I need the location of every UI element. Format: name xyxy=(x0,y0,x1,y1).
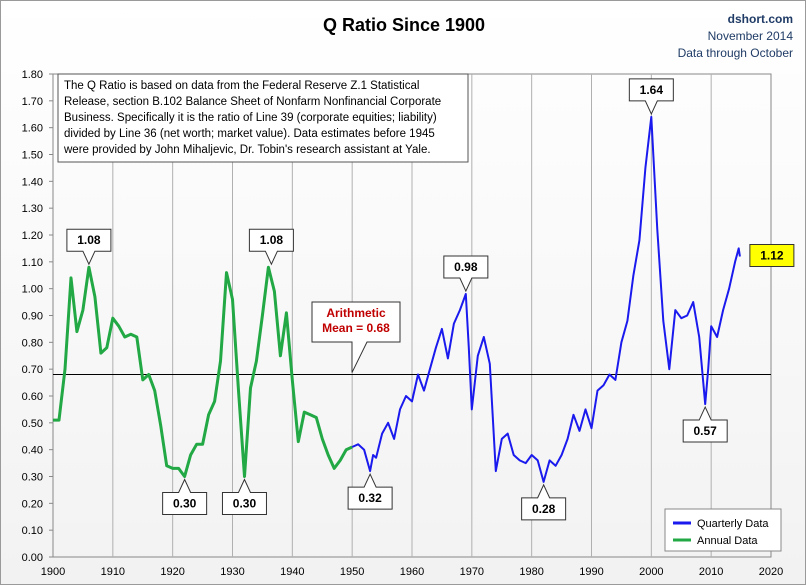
y-tick-label: 1.60 xyxy=(22,123,43,135)
x-tick-label: 1980 xyxy=(519,566,543,578)
x-tick-label: 1950 xyxy=(340,566,364,578)
y-tick-label: 0.20 xyxy=(22,498,43,510)
callout-label: 0.57 xyxy=(694,424,718,438)
x-tick-label: 1900 xyxy=(41,566,65,578)
x-tick-label: 2000 xyxy=(639,566,663,578)
legend: Quarterly Data Annual Data xyxy=(664,508,782,552)
callout-box xyxy=(66,228,112,266)
latest-value-box xyxy=(749,243,795,267)
callout-box xyxy=(221,478,267,515)
axis-layer: 1900 1910 1920 1930 1940 1950 1960 1970 1980 1990… xyxy=(22,69,784,578)
note-line: Business. Specifically it is the ratio o… xyxy=(64,112,437,124)
series-line-annual-data xyxy=(53,265,353,478)
callout-label: 0.30 xyxy=(233,497,257,511)
y-tick-label: 0.10 xyxy=(22,525,43,537)
callout-label: 0.32 xyxy=(358,491,382,505)
y-tick-label: 1.70 xyxy=(22,96,43,108)
callout-box xyxy=(443,255,489,293)
note-box: The Q Ratio is based on data from the Fe… xyxy=(57,73,469,163)
y-tick-label: 0.60 xyxy=(22,391,43,403)
y-tick-label: 0.00 xyxy=(22,552,43,564)
y-tick-label: 0.90 xyxy=(22,311,43,323)
x-tick-label: 1920 xyxy=(160,566,184,578)
callout-box xyxy=(521,483,567,521)
x-tick-label: 1990 xyxy=(579,566,603,578)
y-tick-label: 0.80 xyxy=(22,337,43,349)
callout-box xyxy=(347,472,393,510)
y-tick-label: 0.70 xyxy=(22,364,43,376)
callout-box xyxy=(248,228,294,266)
x-tick-label: 1970 xyxy=(460,566,484,578)
source-date: November 2014 xyxy=(708,29,794,43)
y-tick-label: 1.20 xyxy=(22,230,43,242)
y-tick-label: 0.30 xyxy=(22,472,43,484)
callout-label: 1.08 xyxy=(77,233,101,247)
legend-label: Quarterly Data xyxy=(697,518,769,530)
callout-label: 1.64 xyxy=(640,83,664,97)
x-tick-label: 1910 xyxy=(101,566,125,578)
callout-label: 0.30 xyxy=(173,497,197,511)
x-tick-label: 1960 xyxy=(400,566,424,578)
legend-frame xyxy=(664,508,782,552)
x-tick-label: 2020 xyxy=(759,566,783,578)
series-layer xyxy=(53,115,741,483)
x-tick-label: 2010 xyxy=(699,566,723,578)
latest-value-label: 1.12 xyxy=(760,248,784,262)
x-tick-label: 1930 xyxy=(220,566,244,578)
note-line: divided by Line 36 (net worth; market va… xyxy=(64,128,435,140)
callout-box xyxy=(162,478,208,515)
x-tick-label: 1940 xyxy=(280,566,304,578)
mean-callout-box xyxy=(311,301,401,373)
series-line-quarterly-data xyxy=(351,115,741,483)
chart-title: Q Ratio Since 1900 xyxy=(323,15,485,35)
note-line: Release, section B.102 Balance Sheet of … xyxy=(64,96,441,108)
legend-label: Annual Data xyxy=(697,535,758,547)
source-data-through: Data through October xyxy=(678,46,793,60)
note-line: The Q Ratio is based on data from the Fe… xyxy=(64,80,419,92)
y-tick-label: 1.80 xyxy=(22,69,43,81)
y-tick-label: 0.40 xyxy=(22,445,43,457)
callout-label: 0.28 xyxy=(532,502,556,516)
y-tick-label: 0.50 xyxy=(22,418,43,430)
callout-box xyxy=(628,78,674,116)
y-tick-label: 1.40 xyxy=(22,176,43,188)
y-tick-label: 1.10 xyxy=(22,257,43,269)
note-box-frame xyxy=(57,73,469,163)
y-tick-label: 1.00 xyxy=(22,284,43,296)
callout-label: 0.98 xyxy=(454,260,478,274)
y-tick-label: 1.30 xyxy=(22,203,43,215)
callout-box xyxy=(682,405,728,443)
note-line: were provided by John Mihaljevic, Dr. To… xyxy=(63,144,431,156)
callout-label: 1.08 xyxy=(260,233,284,247)
source-site: dshort.com xyxy=(728,12,793,26)
y-tick-label: 1.50 xyxy=(22,150,43,162)
mean-label: Mean = 0.68 xyxy=(322,321,390,335)
mean-label: Arithmetic xyxy=(326,306,386,320)
callout-layer: 1.08 1.08 0.98 1.64 0.30 0.30 0.32 0.28 0.57 1.12 xyxy=(66,78,795,521)
